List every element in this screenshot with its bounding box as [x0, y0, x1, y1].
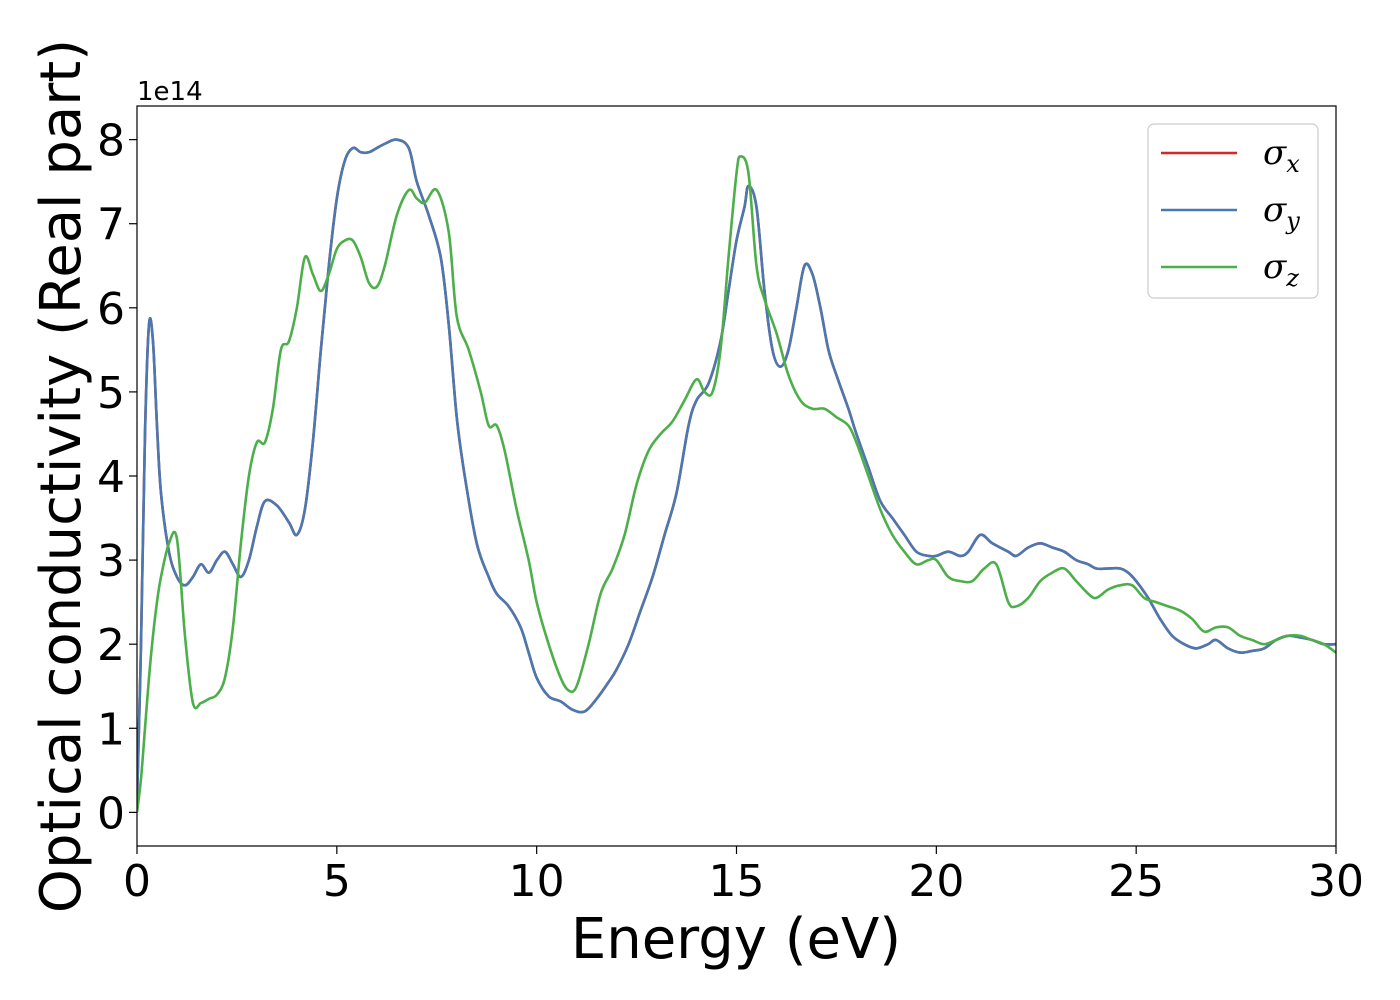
series-line-y	[137, 138, 1336, 804]
y-tick-label: 8	[97, 116, 125, 167]
series-line-z	[137, 155, 1336, 813]
legend-label-y: σy	[1263, 190, 1300, 235]
y-tick-label: 3	[97, 536, 125, 587]
y-offset-label: 1e14	[137, 77, 203, 107]
series-layer	[137, 138, 1336, 813]
legend-label-x: σx	[1263, 133, 1300, 178]
y-axis-title: Optical conductivity (Real part)	[29, 39, 94, 913]
x-axis-ticks: 0 5 10 15 20 25 30	[123, 846, 1364, 907]
x-tick-label: 20	[908, 856, 964, 907]
y-tick-label: 4	[97, 452, 125, 503]
x-tick-label: 5	[323, 856, 351, 907]
y-tick-label: 5	[97, 368, 125, 419]
y-tick-label: 6	[97, 284, 125, 335]
x-tick-label: 25	[1108, 856, 1164, 907]
legend: σx σy σz	[1147, 123, 1319, 299]
x-tick-label: 10	[509, 856, 565, 907]
x-tick-label: 0	[123, 856, 151, 907]
y-tick-label: 0	[97, 788, 125, 839]
x-tick-label: 15	[709, 856, 765, 907]
y-axis-ticks: 0 1 2 3 4 5 6 7 8	[97, 116, 137, 839]
y-tick-label: 2	[97, 620, 125, 671]
x-axis-title: Energy (eV)	[571, 907, 901, 972]
legend-label-z: σz	[1263, 247, 1299, 292]
y-tick-label: 7	[97, 200, 125, 251]
y-tick-label: 1	[97, 704, 125, 755]
x-tick-label: 30	[1308, 856, 1364, 907]
